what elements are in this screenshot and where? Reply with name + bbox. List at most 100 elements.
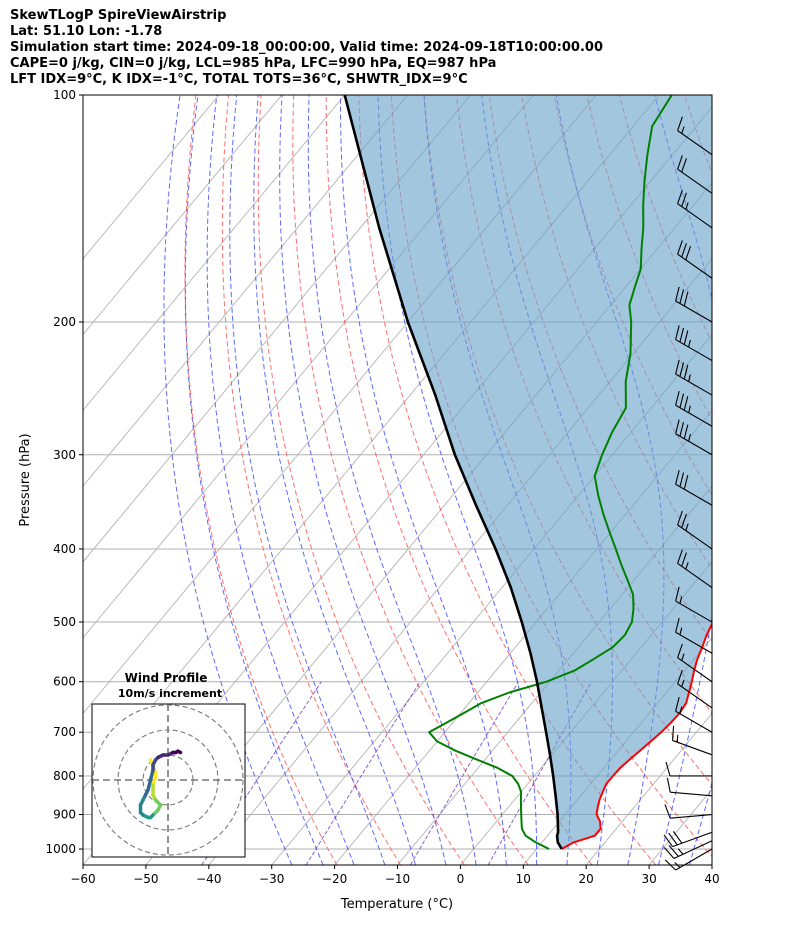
y-tick-label: 400 <box>53 542 76 556</box>
wind-barb <box>677 155 713 194</box>
time-label: Simulation start time: 2024-09-18_00:00:… <box>10 40 603 55</box>
wind-barb-flag <box>683 474 689 490</box>
wind-barb-shaft <box>675 631 713 654</box>
wind-barb <box>677 116 713 156</box>
wind-barb-shaft <box>677 203 713 229</box>
dry-adiabat <box>750 95 794 865</box>
x-tick-label: −20 <box>322 872 347 886</box>
wind-barb <box>675 419 713 456</box>
wind-barb-half-flag <box>685 562 689 570</box>
wind-barb-flag <box>681 513 687 528</box>
chart-title: SkewTLogP SpireViewAirstrip <box>10 8 227 23</box>
wind-barb-flag <box>663 834 673 847</box>
isotherm-line <box>83 95 471 563</box>
wind-barb <box>675 469 713 506</box>
wind-barb-shaft <box>672 739 713 756</box>
wind-barb-flag <box>677 116 683 131</box>
wind-barb-flag <box>675 696 680 712</box>
wind-barb <box>666 777 713 797</box>
moist-adiabat <box>206 95 355 865</box>
wind-barb <box>664 804 713 819</box>
y-tick-label: 500 <box>53 615 76 629</box>
x-tick-label: 40 <box>704 872 719 886</box>
wind-barb-half-flag <box>681 679 685 687</box>
wind-barb-half-flag <box>688 339 691 348</box>
isotherm-line <box>83 95 408 487</box>
moist-adiabat <box>339 95 507 865</box>
wind-barb-flag <box>677 549 683 564</box>
wind-barb-flag <box>683 291 689 307</box>
wind-barb-flag <box>675 391 680 406</box>
dry-adiabat <box>221 95 402 865</box>
x-tick-label: 20 <box>579 872 594 886</box>
location-label: Lat: 51.10 Lon: -1.78 <box>10 24 163 39</box>
wind-barb <box>663 831 713 848</box>
wind-barb-flag <box>679 472 685 487</box>
wind-barb-half-flag <box>685 523 689 531</box>
wind-barb-shaft <box>675 339 713 362</box>
isotherm-line <box>83 95 283 336</box>
wind-barb-flag <box>675 359 680 375</box>
moist-adiabat <box>184 95 324 865</box>
wind-barb-shaft <box>675 710 713 733</box>
wind-barb-shaft <box>675 404 713 427</box>
y-tick-label: 1000 <box>45 842 76 856</box>
x-tick-label: −50 <box>133 872 158 886</box>
hodograph-segment <box>176 749 183 755</box>
temperature-line <box>561 621 712 850</box>
wind-barb-half-flag <box>688 405 691 413</box>
moist-adiabat <box>377 95 538 865</box>
dry-adiabat <box>184 95 338 865</box>
wind-barb-flag <box>675 586 680 602</box>
wind-barb-flag <box>679 422 685 437</box>
wind-barb <box>675 359 713 396</box>
wind-barb-flag <box>681 552 687 567</box>
wind-barb-flag <box>679 393 685 408</box>
wind-barb-flag <box>679 362 685 377</box>
x-tick-label: 30 <box>641 872 656 886</box>
wind-barb-shaft <box>675 433 713 456</box>
moist-adiabat <box>307 95 477 865</box>
y-tick-label: 200 <box>53 315 76 329</box>
wind-barb-flag <box>663 847 675 859</box>
wind-barb-half-flag <box>685 202 689 210</box>
wind-barb <box>677 189 713 229</box>
wind-barb-flag <box>685 245 692 261</box>
wind-barb-half-flag <box>679 596 683 604</box>
moist-adiabat <box>654 95 712 865</box>
parcel-line <box>343 95 563 850</box>
dry-adiabat <box>257 95 465 865</box>
x-tick-label: 10 <box>516 872 531 886</box>
isotherm-line <box>585 712 712 865</box>
wind-barb-flag <box>683 396 689 411</box>
wind-barb-flag <box>679 289 685 304</box>
x-axis-label: Temperature (°C) <box>340 897 453 912</box>
wind-barb-shaft <box>677 683 713 709</box>
wind-barb-flag <box>672 831 683 844</box>
wind-barb-flag <box>683 364 689 380</box>
wind-barb-shaft <box>673 840 713 859</box>
wind-barb-flag <box>677 669 683 685</box>
wind-barb-flag <box>668 832 678 846</box>
y-tick-label: 800 <box>53 769 76 783</box>
wind-barb <box>675 696 713 733</box>
wind-barb-flag <box>679 327 685 343</box>
wind-barb-flag <box>675 325 680 340</box>
wind-barb-shaft <box>677 562 713 588</box>
wind-barb-shaft <box>675 600 713 623</box>
wind-barb-flag <box>668 845 679 857</box>
wind-barb-flag <box>671 725 675 741</box>
wind-barb-half-flag <box>674 862 681 868</box>
wind-barb-shaft <box>677 130 713 156</box>
wind-barb-flag <box>683 424 689 439</box>
dry-adiabat <box>358 95 657 865</box>
cape-shading <box>344 95 712 849</box>
hodograph-subtitle: 10m/s increment <box>118 687 222 700</box>
wind-barb <box>675 586 713 623</box>
wind-barb-flag <box>677 510 683 526</box>
wind-barb-flag <box>677 643 683 658</box>
wind-barb-shaft <box>675 300 713 323</box>
moist-adiabat <box>229 95 386 865</box>
wind-barb-shaft <box>675 373 713 396</box>
